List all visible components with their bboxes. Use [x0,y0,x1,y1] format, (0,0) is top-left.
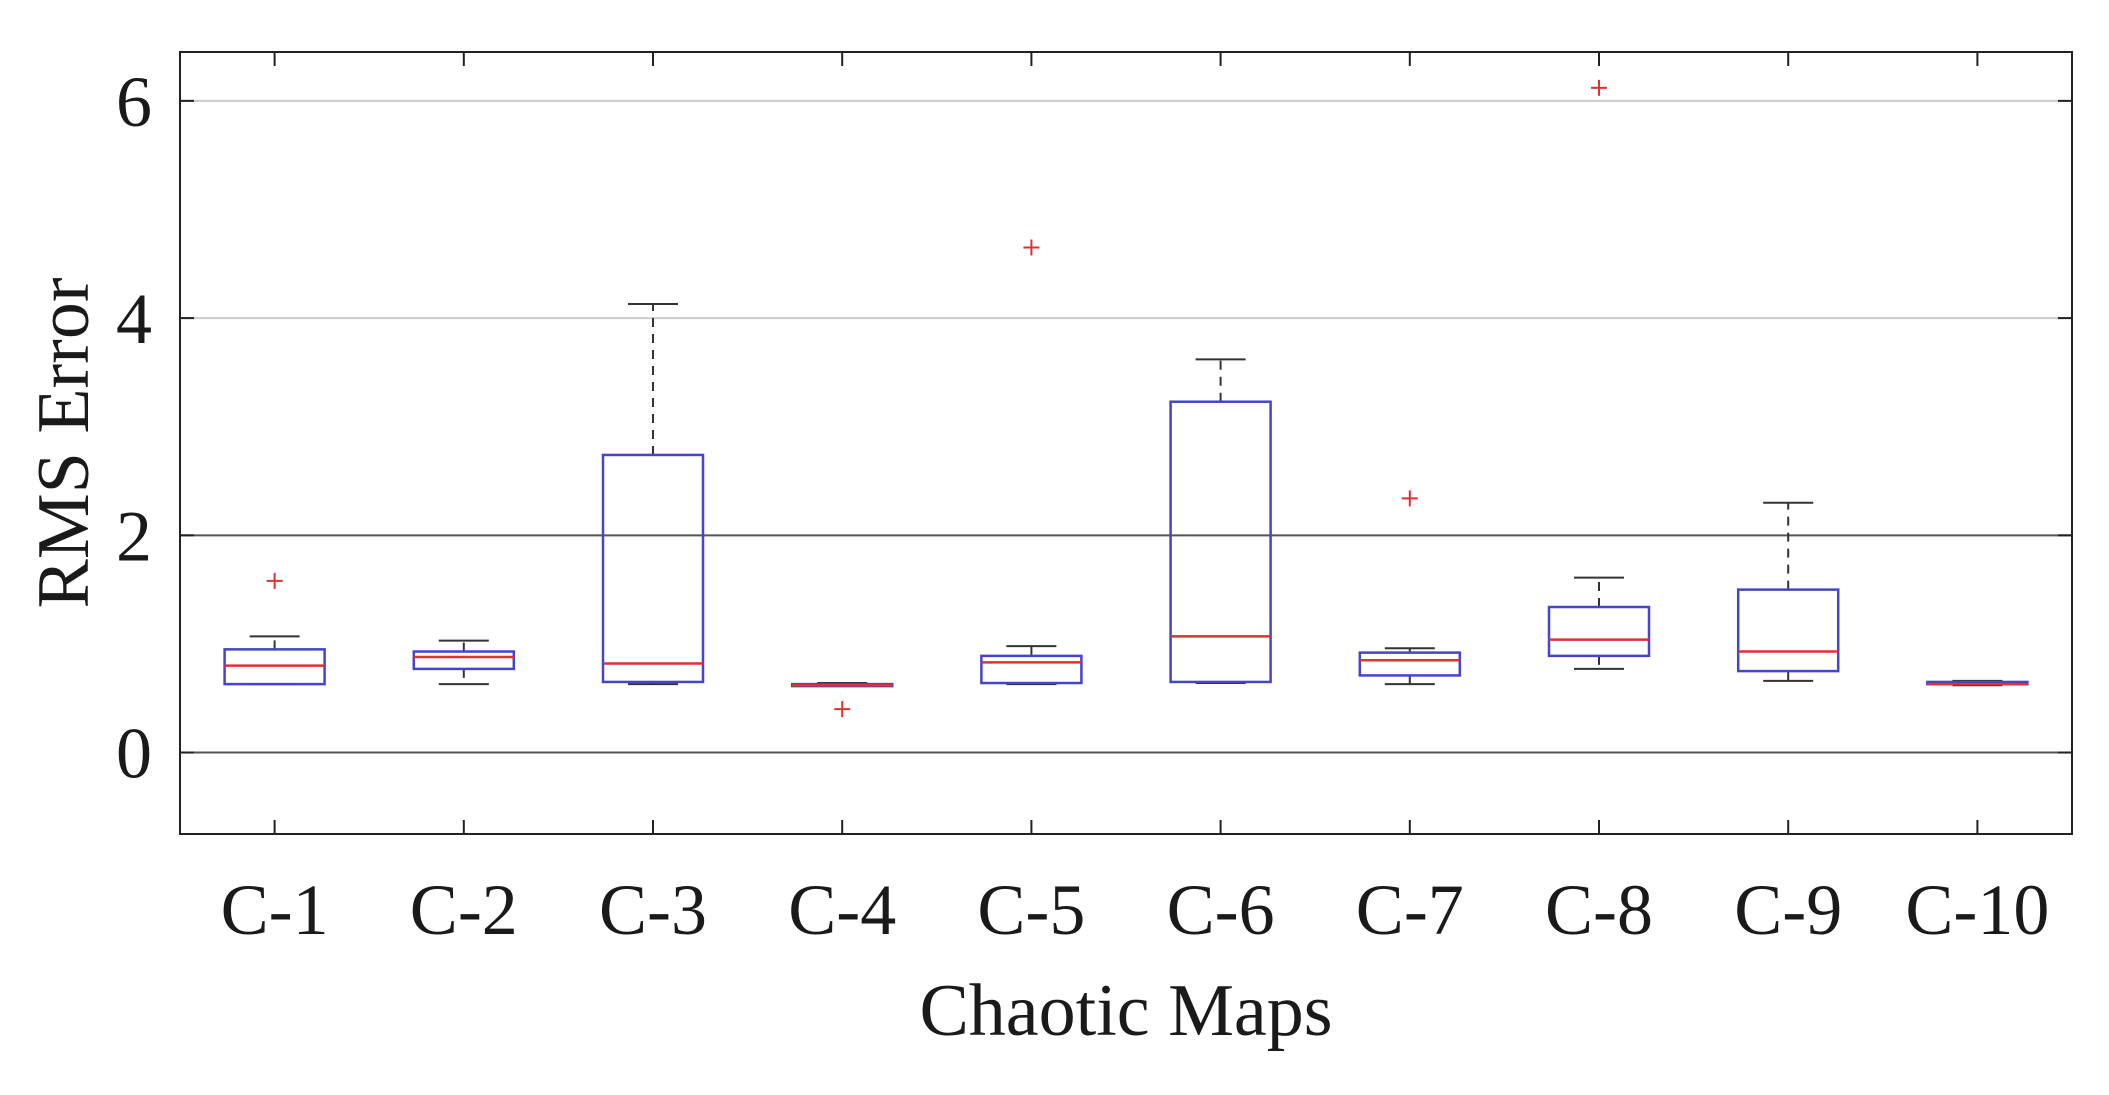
grid-lines [180,99,2072,754]
box-iqr-C-8 [1547,605,1651,658]
outlier-C-5-0 [1023,239,1040,256]
y-tick-label-0: 0 [116,714,152,794]
box-C-2 [412,639,516,686]
box-iqr-C-7 [1358,651,1462,677]
y-axis-ticks: 0 2 4 6 [116,62,2072,794]
y-tick-label-2: 2 [116,496,152,576]
plot-area-frame [179,51,2073,835]
box-iqr-C-2 [412,650,516,671]
x-tick-label-C-1: C-1 [221,870,329,950]
box-C-8 [1547,79,1651,670]
x-tick-label-C-7: C-7 [1356,870,1464,950]
y-tick-label-6: 6 [116,62,152,142]
x-tick-label-C-4: C-4 [788,870,896,950]
y-axis-label: RMS Error [23,278,105,609]
box-iqr-C-5 [980,654,1083,685]
box-C-3 [601,302,705,686]
box-C-6 [1169,358,1272,685]
x-axis-ticks: C-1 C-2 C-3 C-4 C-5 C-6 C-7 C-8 C-9 C-10 [221,52,2049,950]
box-C-10 [1926,679,2029,687]
x-tick-label-C-2: C-2 [410,870,518,950]
x-tick-label-C-6: C-6 [1167,870,1275,950]
box-series [223,79,2029,718]
outlier-C-8-0 [1591,79,1607,96]
box-C-4 [790,682,894,718]
x-tick-label-C-5: C-5 [977,870,1085,950]
box-iqr-C-9 [1736,588,1840,673]
box-iqr-C-3 [601,453,705,684]
x-tick-label-C-9: C-9 [1734,870,1842,950]
x-tick-label-C-8: C-8 [1545,870,1653,950]
box-C-7 [1358,490,1462,686]
outlier-C-7-0 [1401,490,1418,507]
box-C-1 [223,572,326,686]
box-C-9 [1736,501,1840,682]
y-tick-label-4: 4 [116,279,152,359]
x-axis-label: Chaotic Maps [919,970,1332,1052]
x-tick-label-C-10: C-10 [1905,870,2049,950]
outlier-C-1-0 [266,572,283,589]
box-C-5 [980,239,1083,686]
box-iqr-C-6 [1169,400,1272,684]
outlier-C-4-0 [834,701,851,718]
x-tick-label-C-3: C-3 [599,870,707,950]
